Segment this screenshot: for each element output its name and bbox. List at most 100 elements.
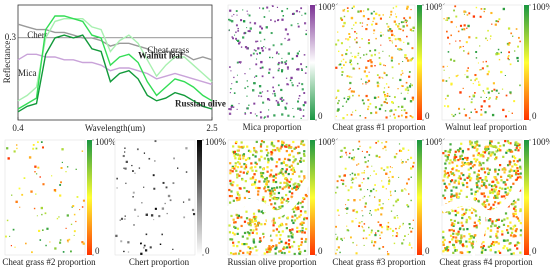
map-pixel [262,140,265,144]
map-pixel [507,43,510,46]
map-pixel [374,53,376,56]
map-pixel [124,167,127,170]
map-pixel [291,219,294,222]
map-pixel [456,149,460,152]
map-pixel [499,251,502,254]
map-pixel [443,105,446,107]
map-pixel [228,18,230,21]
map-pixel [236,14,238,16]
map-pixel [274,252,277,255]
map-pixel [238,146,241,149]
map-pixel [32,144,35,146]
map-pixel [359,199,361,201]
map-pixel [362,197,364,199]
map-pixel [298,230,301,233]
map-pixel [443,69,445,71]
map-pixel [390,56,394,59]
map-pixel [11,194,13,196]
map-pixel [459,46,462,48]
map-pixel [455,169,458,172]
map-pixel [397,37,400,40]
map-pixel [465,208,468,211]
map-pixel [361,172,363,174]
map-pixel [280,201,284,204]
map-pixel [251,176,255,179]
map-pixel [454,209,457,213]
map-pixel [343,15,346,18]
map-pixel [282,15,285,17]
map-pixel [73,230,76,233]
map-pixel [466,14,469,16]
map-pixel [408,71,411,73]
map-pixel [302,115,305,117]
map-pixel [363,195,366,198]
map-pixel [283,157,287,161]
map-pixel [474,234,477,237]
map-pixel [513,224,517,227]
map-pixel [71,206,73,208]
map-pixel [375,173,378,175]
map-pixel [272,245,275,248]
map-pixel [378,57,381,59]
map-pixel [378,83,380,85]
map-pixel [228,224,231,227]
map-pixel [478,161,481,164]
map-pixel [454,239,458,242]
map-pixel [140,252,143,255]
map-pixel [299,108,302,111]
map-pixel [285,178,288,181]
map-pixel [513,169,516,173]
map-pixel [488,98,490,100]
map-pixel [405,189,407,191]
map-pixel [361,25,363,27]
map-pixel [243,231,247,235]
map-pixel [358,140,361,143]
map-pixel [389,170,392,173]
map-pixel [246,231,249,234]
map-pixel [305,29,307,31]
map-pixel [470,160,473,164]
map-pixel [459,177,462,180]
map-pixel [402,29,405,32]
map-pixel [374,106,378,109]
map-pixel [363,170,365,172]
map-pixel [254,178,257,182]
map-pixel [278,237,282,241]
map-background [4,139,86,256]
map-pixel [299,201,302,205]
map-pixel [132,170,134,172]
map-pixel [247,149,251,152]
map-pixel [234,162,237,165]
map-pixel [372,188,375,191]
map-pixel [247,190,250,193]
map-pixel [510,93,512,95]
map-pixel [454,113,457,116]
map-pixel [391,42,394,44]
map-pixel [337,31,339,33]
map-pixel [500,179,503,182]
map-pixel [471,98,473,100]
map-pixel [294,146,297,149]
map-pixel [58,216,60,218]
map-pixel [287,158,290,161]
map-pixel [266,170,269,173]
map-pixel [357,148,360,150]
map-pixel [246,47,249,50]
map-pixel [490,140,493,143]
map-pixel [386,95,389,97]
map-pixel [470,237,473,240]
map-pixel [367,160,370,162]
map-pixel [386,166,389,169]
map-pixel [348,33,351,35]
map-pixel [494,196,497,199]
map-pixel [385,83,388,85]
map-pixel [364,156,366,159]
map-pixel [387,226,390,228]
map-pixel [254,225,257,228]
map-pixel [243,167,246,170]
map-pixel [389,192,392,194]
map-pixel [449,148,452,151]
colorbar-tick-label: 0 [318,246,323,256]
map-pixel [279,186,282,189]
